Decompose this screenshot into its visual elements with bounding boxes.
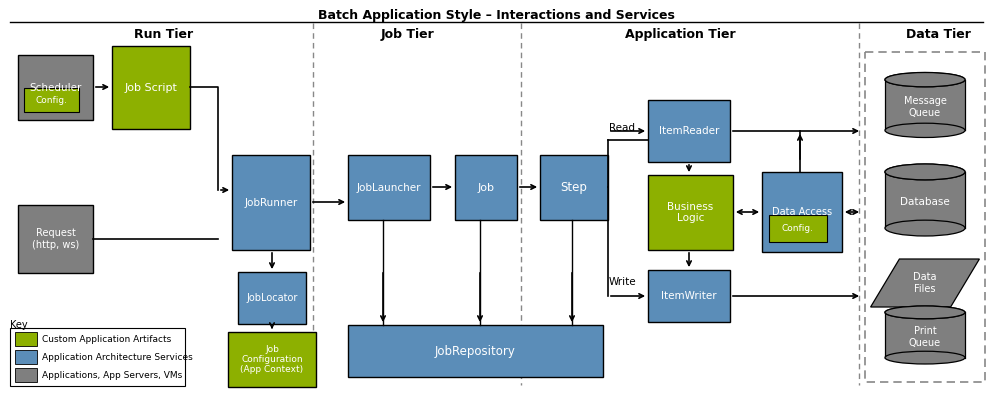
Text: Job Tier: Job Tier <box>380 28 434 41</box>
Text: Data Tier: Data Tier <box>906 28 971 41</box>
Text: Data
Files: Data Files <box>914 272 936 294</box>
Bar <box>455 155 517 220</box>
Text: Message
Queue: Message Queue <box>904 97 946 118</box>
Bar <box>648 100 730 162</box>
Bar <box>228 332 316 387</box>
Ellipse shape <box>885 72 965 87</box>
Text: ItemWriter: ItemWriter <box>661 291 717 301</box>
Bar <box>18 205 93 273</box>
Bar <box>885 80 965 130</box>
Text: Read: Read <box>609 123 635 133</box>
Bar <box>24 88 79 112</box>
Ellipse shape <box>885 306 965 319</box>
Bar <box>540 155 608 220</box>
Text: Key: Key <box>10 320 28 330</box>
Text: Application Tier: Application Tier <box>625 28 736 41</box>
Bar <box>238 272 306 324</box>
Text: Request
(http, ws): Request (http, ws) <box>32 228 79 250</box>
Bar <box>15 350 37 364</box>
Bar <box>865 52 985 382</box>
Ellipse shape <box>885 220 965 236</box>
Ellipse shape <box>885 164 965 180</box>
Text: Config.: Config. <box>36 95 68 104</box>
Text: Job
Configuration
(App Context): Job Configuration (App Context) <box>240 345 304 374</box>
Text: JobLauncher: JobLauncher <box>356 182 421 193</box>
Text: ItemReader: ItemReader <box>658 126 719 136</box>
Bar <box>112 46 190 129</box>
Text: Batch Application Style – Interactions and Services: Batch Application Style – Interactions a… <box>318 9 675 22</box>
Bar <box>232 155 310 250</box>
Text: JobRunner: JobRunner <box>244 197 298 208</box>
Bar <box>348 325 603 377</box>
Bar <box>348 155 430 220</box>
Ellipse shape <box>885 306 965 319</box>
Bar <box>15 332 37 346</box>
Bar <box>885 172 965 228</box>
Text: JobLocator: JobLocator <box>246 293 298 303</box>
Bar <box>15 368 37 382</box>
Text: Run Tier: Run Tier <box>134 28 194 41</box>
Bar <box>648 270 730 322</box>
Bar <box>885 312 965 358</box>
Text: Application Architecture Services: Application Architecture Services <box>42 353 193 362</box>
Text: Custom Application Artifacts: Custom Application Artifacts <box>42 335 171 344</box>
Text: Database: Database <box>900 197 950 207</box>
Bar <box>762 172 842 252</box>
Text: Scheduler: Scheduler <box>30 82 81 93</box>
Ellipse shape <box>885 164 965 180</box>
Text: Job Script: Job Script <box>124 82 178 93</box>
Text: Business
Logic: Business Logic <box>667 202 714 223</box>
Bar <box>10 328 185 386</box>
Text: Config.: Config. <box>782 224 814 233</box>
Bar <box>769 215 827 242</box>
Text: JobRepository: JobRepository <box>435 344 516 357</box>
Bar <box>18 55 93 120</box>
Polygon shape <box>871 259 979 307</box>
Ellipse shape <box>885 72 965 87</box>
Text: Job: Job <box>478 182 495 193</box>
Text: Print
Queue: Print Queue <box>909 326 941 348</box>
Text: Data Access: Data Access <box>772 207 832 217</box>
Ellipse shape <box>885 351 965 364</box>
Ellipse shape <box>885 123 965 138</box>
Text: Applications, App Servers, VMs: Applications, App Servers, VMs <box>42 370 183 379</box>
Text: Write: Write <box>608 277 636 287</box>
Bar <box>648 175 733 250</box>
Text: Step: Step <box>561 181 588 194</box>
